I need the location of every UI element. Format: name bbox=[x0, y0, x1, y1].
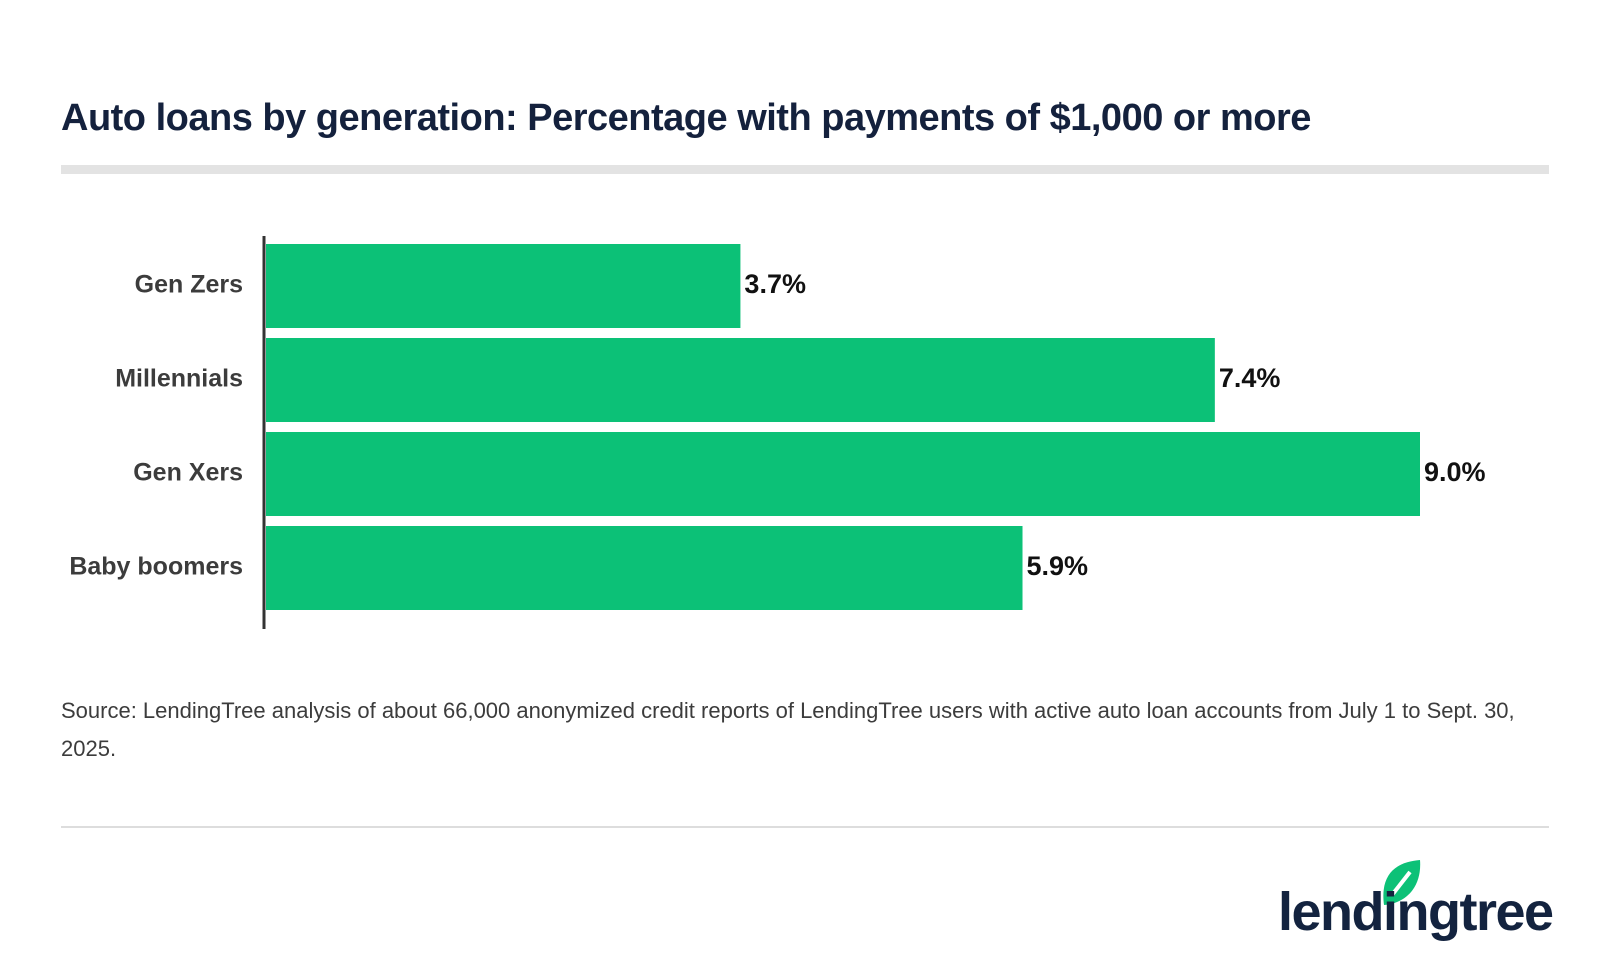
category-label: Millennials bbox=[115, 365, 243, 393]
source-note: Source: LendingTree analysis of about 66… bbox=[61, 698, 1515, 761]
logo-text: lendingtree bbox=[1278, 882, 1553, 942]
value-label: 5.9% bbox=[1027, 551, 1089, 581]
bar bbox=[266, 432, 1420, 516]
title-rule bbox=[61, 165, 1549, 174]
bar bbox=[266, 526, 1023, 610]
value-label: 7.4% bbox=[1219, 363, 1281, 393]
logo-leaf-vein bbox=[1390, 870, 1412, 897]
category-label: Gen Xers bbox=[133, 459, 243, 487]
chart-title: Auto loans by generation: Percentage wit… bbox=[61, 97, 1311, 139]
bar bbox=[266, 244, 741, 328]
value-label: 3.7% bbox=[744, 269, 806, 299]
category-label: Gen Zers bbox=[135, 271, 243, 299]
value-label: 9.0% bbox=[1424, 457, 1486, 487]
category-label: Baby boomers bbox=[69, 553, 243, 581]
bar bbox=[266, 338, 1215, 422]
logo: lendingtree bbox=[1278, 860, 1555, 942]
